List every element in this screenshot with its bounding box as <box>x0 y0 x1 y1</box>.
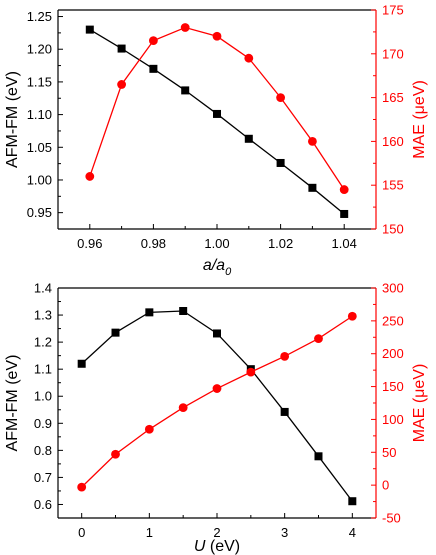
data-point-square <box>179 307 188 315</box>
data-point-square <box>348 497 357 506</box>
y-left-tick-label: 1.25 <box>27 9 52 24</box>
y-right-tick-label: 160 <box>382 134 404 149</box>
x-tick-label: 2 <box>213 525 220 540</box>
y-left-tick-label: 1.1 <box>34 362 52 377</box>
y-left-tick-label: 0.95 <box>27 205 52 220</box>
data-point-square <box>213 329 221 338</box>
y-left-tick-label: 0.6 <box>34 497 52 512</box>
data-point-circle <box>117 80 126 89</box>
y-left-tick-label: 1.00 <box>27 172 52 187</box>
x-tick-label: 3 <box>281 525 288 540</box>
series-line <box>81 310 353 502</box>
data-point-circle <box>149 36 158 46</box>
y-right-tick-label: 250 <box>382 313 404 328</box>
data-point-circle <box>111 449 120 459</box>
series-line <box>89 29 345 215</box>
data-point-square <box>276 158 285 167</box>
y-right-tick-label: 165 <box>382 90 404 105</box>
data-point-circle <box>347 311 357 321</box>
data-point-square <box>145 308 154 317</box>
series-line <box>81 315 353 488</box>
x-tick-label: 1.02 <box>268 236 293 251</box>
series-line <box>89 26 345 190</box>
data-point-circle <box>77 482 87 492</box>
y-left-tick-label: 1.0 <box>34 389 52 404</box>
data-point-square <box>77 359 86 368</box>
data-point-square <box>314 452 323 461</box>
y-right-tick-label: 0 <box>382 478 389 493</box>
x-tick-label: 1.00 <box>204 236 229 251</box>
data-point-circle <box>246 367 256 377</box>
data-point-square <box>308 183 317 192</box>
y-right-tick-label: 175 <box>382 3 404 18</box>
x-tick-label: 0 <box>78 525 85 540</box>
data-point-circle <box>180 23 190 32</box>
data-point-square <box>149 64 158 73</box>
data-point-circle <box>244 53 254 63</box>
data-point-circle <box>212 31 222 41</box>
data-point-circle <box>276 93 285 102</box>
y-right-tick-label: 50 <box>382 445 396 460</box>
top-panel: 0.96 0.98 1.00 1.02 1.04 0.95 1.00 1.05 1.10 1.15… <box>4 3 428 279</box>
y-left-axis-title: AFM-FM (eV) <box>4 355 21 452</box>
data-point-circle <box>280 351 290 361</box>
y-left-tick-label: 0.7 <box>34 470 52 485</box>
y-left-tick-label: 1.3 <box>34 308 52 323</box>
x-axis-title: U (eV) <box>194 538 240 555</box>
y-right-tick-label: 300 <box>382 281 404 296</box>
data-point-circle <box>178 403 188 412</box>
x-axis-title: a/a0 <box>203 257 232 278</box>
data-point-square <box>340 209 349 218</box>
y-right-tick-label: 100 <box>382 412 404 427</box>
y-left-tick-label: 1.10 <box>27 107 52 122</box>
data-point-square <box>181 86 190 95</box>
y-right-tick-label: 155 <box>382 178 404 193</box>
y-right-axis-title: MAE (μeV) <box>411 80 428 159</box>
data-point-circle <box>308 137 317 146</box>
data-point-square <box>244 134 253 143</box>
data-point-square <box>85 25 94 34</box>
x-tick-label: 4 <box>349 525 356 540</box>
data-point-circle <box>144 424 154 434</box>
x-tick-label: 1 <box>146 525 153 540</box>
y-right-axis-title: MAE (μeV) <box>411 364 428 443</box>
data-point-square <box>280 407 289 416</box>
y-left-tick-label: 0.8 <box>34 443 52 458</box>
data-point-square <box>117 44 126 53</box>
x-tick-label: 0.98 <box>141 236 166 251</box>
y-left-tick-label: 1.4 <box>34 281 52 296</box>
x-tick-label: 1.04 <box>332 236 357 251</box>
bottom-panel: 0 1 2 3 4 0.6 0.7 0.8 0.9 1.0 1.1 1.2 1.3 1.4 -50 0 50 10… <box>4 281 428 555</box>
y-left-tick-label: 1.2 <box>34 335 52 350</box>
data-point-circle <box>212 384 222 393</box>
x-tick-label: 0.96 <box>77 236 102 251</box>
y-right-tick-label: -50 <box>382 511 401 526</box>
data-point-circle <box>339 185 349 194</box>
y-right-tick-label: 150 <box>382 222 404 237</box>
data-point-square <box>111 328 120 337</box>
y-left-tick-label: 1.15 <box>27 74 52 89</box>
data-point-circle <box>85 172 95 181</box>
y-right-tick-label: 200 <box>382 346 404 361</box>
data-point-circle <box>314 334 323 343</box>
y-right-tick-label: 170 <box>382 46 404 61</box>
data-point-square <box>213 109 221 118</box>
y-left-tick-label: 1.05 <box>27 140 52 155</box>
y-left-axis-title: AFM-FM (eV) <box>4 71 21 168</box>
y-right-tick-label: 150 <box>382 379 404 394</box>
y-left-tick-label: 0.9 <box>34 416 52 431</box>
y-left-tick-label: 1.20 <box>27 42 52 57</box>
